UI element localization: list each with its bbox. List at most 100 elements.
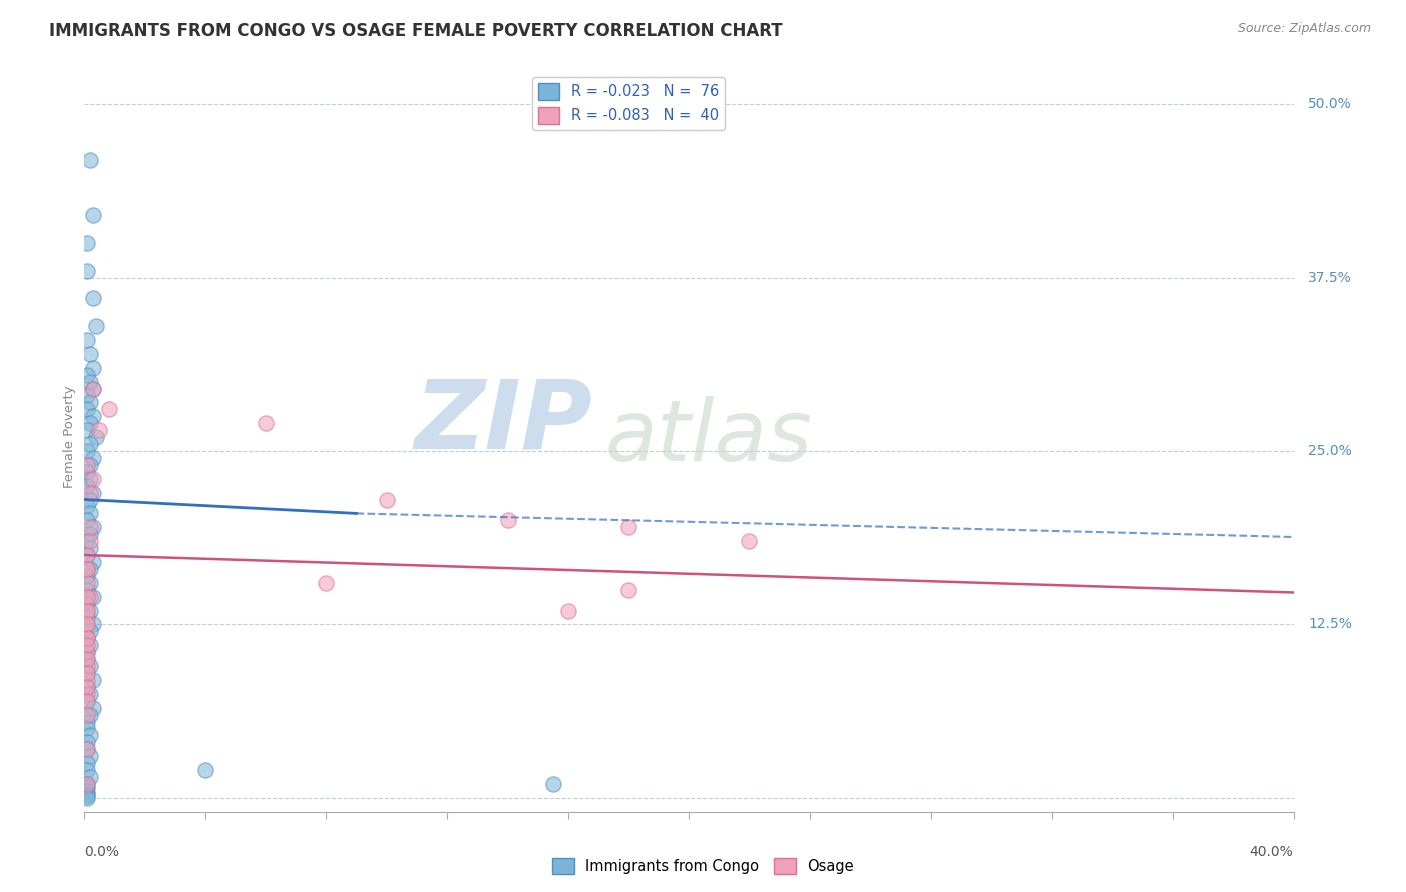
Legend: R = -0.023   N =  76, R = -0.083   N =  40: R = -0.023 N = 76, R = -0.083 N = 40 [531,78,725,130]
Point [76,513,98,527]
Point [82,450,104,465]
Point [79,395,101,409]
Point [76,465,98,479]
Point [617,582,640,597]
Point [79,416,101,430]
Point [76,423,98,437]
Point [76,645,98,659]
Point [79,507,101,521]
Text: 25.0%: 25.0% [1308,444,1351,458]
Point [254,416,277,430]
Point [76,458,98,472]
Point [79,590,101,604]
Y-axis label: Female Poverty: Female Poverty [63,385,76,489]
Point [76,582,98,597]
Point [76,548,98,562]
Text: 40.0%: 40.0% [1250,846,1294,859]
Point [76,235,98,250]
Point [76,597,98,611]
Point [76,444,98,458]
Point [79,749,101,764]
Point [496,513,519,527]
Point [76,569,98,583]
Text: 37.5%: 37.5% [1308,270,1351,285]
Point [82,485,104,500]
Point [76,590,98,604]
Point [541,777,564,791]
Point [79,472,101,486]
Point [738,534,761,549]
Point [79,458,101,472]
Point [79,707,101,722]
Point [86,430,108,444]
Point [76,632,98,646]
Point [76,735,98,749]
Text: atlas: atlas [605,395,813,479]
Point [76,534,98,549]
Point [76,548,98,562]
Point [76,263,98,277]
Point [76,777,98,791]
Point [79,687,101,701]
Point [79,492,101,507]
Point [617,520,640,534]
Point [79,437,101,451]
Point [76,777,98,791]
Point [76,742,98,756]
Point [79,770,101,784]
Point [76,617,98,632]
Point [79,624,101,639]
Point [79,153,101,167]
Point [76,652,98,666]
Text: IMMIGRANTS FROM CONGO VS OSAGE FEMALE POVERTY CORRELATION CHART: IMMIGRANTS FROM CONGO VS OSAGE FEMALE PO… [49,22,783,40]
Point [76,694,98,708]
Point [76,665,98,680]
Point [82,382,104,396]
Point [76,722,98,736]
Point [79,520,101,534]
Point [82,590,104,604]
Point [82,555,104,569]
Point [82,673,104,687]
Point [315,575,337,590]
Point [76,562,98,576]
Point [82,382,104,396]
Point [76,603,98,617]
Point [76,632,98,646]
Point [79,534,101,549]
Point [76,756,98,771]
Point [82,360,104,375]
Point [79,347,101,361]
Point [194,763,217,777]
Point [79,485,101,500]
Point [76,603,98,617]
Text: Source: ZipAtlas.com: Source: ZipAtlas.com [1237,22,1371,36]
Point [76,575,98,590]
Point [76,610,98,624]
Point [79,527,101,541]
Point [76,680,98,694]
Point [79,575,101,590]
Point [76,790,98,805]
Point [97,402,120,417]
Point [76,787,98,801]
Point [86,319,108,334]
Point [82,472,104,486]
Point [76,784,98,798]
Text: 50.0%: 50.0% [1308,97,1351,112]
Point [82,409,104,424]
Point [76,789,98,804]
Point [79,603,101,617]
Point [76,665,98,680]
Point [76,638,98,652]
Point [76,742,98,756]
Point [375,492,398,507]
Point [76,632,98,646]
Point [76,617,98,632]
Point [79,638,101,652]
Point [76,562,98,576]
Point [82,617,104,632]
Point [557,603,579,617]
Text: ZIP: ZIP [415,376,592,468]
Point [76,687,98,701]
